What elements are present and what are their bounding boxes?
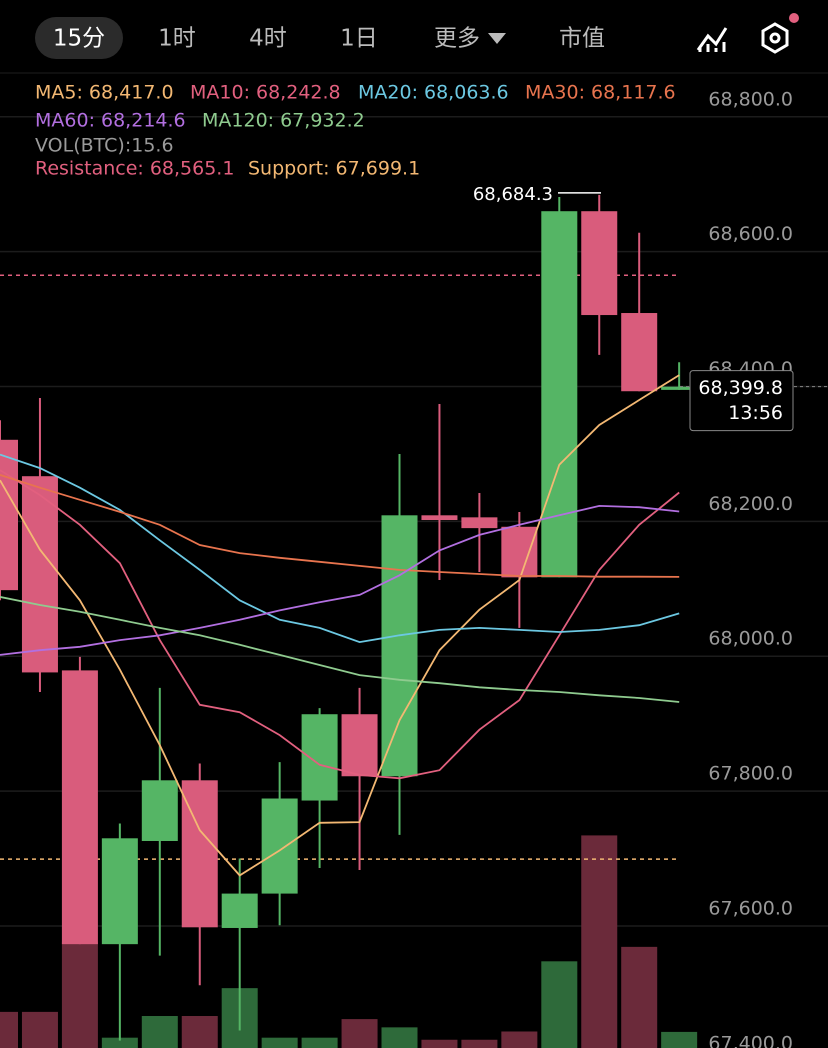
candle-body: [501, 526, 538, 578]
ma-legend: MA120: 67,932.2: [202, 110, 365, 132]
tab[interactable]: 15分: [53, 26, 105, 52]
volume-bar: [301, 1037, 338, 1048]
candle-body: [421, 515, 458, 521]
indicator-icon[interactable]: [696, 27, 728, 52]
tab[interactable]: 市值: [559, 26, 605, 52]
candle-body: [0, 439, 18, 591]
volume-bar: [341, 1019, 378, 1048]
ma-line: [0, 453, 680, 644]
current-price: 68,399.8: [698, 377, 783, 399]
candle-body: [661, 386, 698, 390]
candle-body: [61, 670, 98, 945]
dropdown-arrow: [488, 33, 506, 44]
ma-legend: MA60: 68,214.6: [35, 110, 186, 132]
resistance-legend: Resistance: 68,565.1: [35, 158, 234, 180]
volume-bar: [461, 1039, 498, 1048]
hex-center: [769, 32, 781, 44]
y-tick-label: 67,600.0: [708, 897, 793, 919]
y-tick-label: 68,800.0: [708, 88, 793, 110]
settings-icon[interactable]: [761, 22, 789, 54]
volume-bar: [141, 1016, 178, 1048]
candle-body: [261, 798, 298, 894]
high-marker-label: 68,684.3: [473, 184, 553, 205]
ma-legend: MA30: 68,117.6: [525, 82, 676, 104]
ma-line: [0, 504, 680, 656]
y-tick-label: 68,000.0: [708, 628, 793, 650]
y-tick-label: 68,200.0: [708, 493, 793, 515]
candle-body: [101, 838, 138, 945]
countdown: 13:56: [728, 402, 783, 424]
current-price-box: [689, 370, 794, 432]
volume-bar: [421, 1039, 458, 1048]
ma-line: [0, 596, 680, 703]
candle-body: [21, 476, 58, 673]
candle-body: [221, 893, 258, 928]
tab-selected-bg: [35, 17, 123, 59]
volume-bar: [581, 835, 618, 1048]
tab[interactable]: 1时: [158, 26, 196, 52]
tab[interactable]: 4时: [249, 26, 287, 52]
tab[interactable]: 1日: [340, 26, 378, 52]
volume-bar: [501, 1031, 538, 1048]
notification-dot: [789, 13, 799, 23]
candle-body: [341, 714, 378, 777]
ma-legend: MA5: 68,417.0: [35, 82, 174, 104]
volume-bar: [541, 961, 578, 1048]
hexagon: [761, 22, 789, 54]
volume-bar: [261, 1037, 298, 1048]
icon-path: [696, 27, 728, 51]
timeframe-tabs: [35, 13, 799, 59]
candle-body: [581, 211, 618, 316]
candle-body: [141, 780, 178, 841]
volume-bar: [381, 1027, 418, 1048]
candle-body: [301, 714, 338, 801]
volume-bar: [621, 946, 658, 1048]
ma-legend: MA10: 68,242.8: [190, 82, 341, 104]
ma-line: [0, 374, 680, 877]
icon-bars: [698, 42, 726, 52]
candle-body: [541, 211, 578, 578]
volume-legend: VOL(BTC):15.6: [35, 135, 174, 157]
candle-body: [621, 313, 658, 392]
y-tick-label: 67,400.0: [708, 1032, 793, 1048]
ma-legend: MA20: 68,063.6: [358, 82, 509, 104]
volume-bar: [0, 1011, 18, 1048]
volume-bar: [61, 941, 98, 1048]
candle-body: [381, 515, 418, 777]
volume-bar: [21, 1011, 58, 1048]
volume-bar: [661, 1031, 698, 1048]
volume-bar: [101, 1037, 138, 1048]
y-tick-label: 68,600.0: [708, 223, 793, 245]
support-legend: Support: 67,699.1: [248, 158, 420, 180]
y-tick-label: 67,800.0: [708, 763, 793, 785]
candle-body: [461, 517, 498, 529]
volume-bar: [181, 1016, 218, 1048]
ma-line: [0, 474, 680, 578]
ma-line: [0, 469, 680, 780]
tab[interactable]: 更多: [434, 26, 480, 52]
